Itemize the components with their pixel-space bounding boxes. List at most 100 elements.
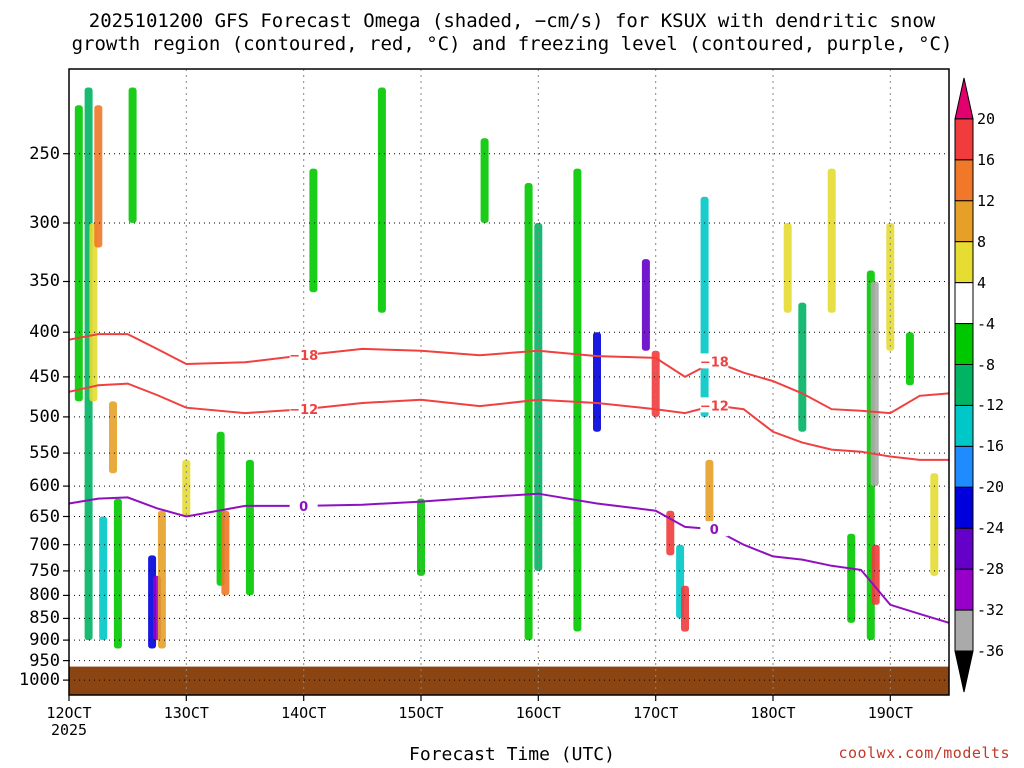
colorbar-segment <box>954 405 974 447</box>
omega-cell <box>524 183 533 641</box>
contour-label: 0 <box>710 523 719 538</box>
omega-cell <box>641 259 650 351</box>
omega-cell <box>827 168 836 313</box>
colorbar-segment <box>954 445 974 488</box>
omega-cell <box>870 281 879 487</box>
omega-cell <box>89 223 98 402</box>
y-tick-label: 600 <box>29 476 60 497</box>
omega-cell <box>99 516 108 641</box>
y-tick-label: 300 <box>29 212 60 233</box>
colorbar-segment <box>954 609 974 652</box>
y-tick-label: 350 <box>29 271 60 292</box>
contour-label-bg <box>700 353 729 369</box>
omega-cell <box>651 350 660 417</box>
x-tick-label: 17OCT <box>633 704 679 722</box>
colorbar-segment <box>954 364 974 406</box>
y-tick-label: 750 <box>29 560 60 581</box>
contour--18-line <box>68 333 950 415</box>
x-axis-label: Forecast Time (UTC) <box>409 744 615 765</box>
y-tick-label: 250 <box>29 143 60 164</box>
colorbar-segment <box>954 200 974 243</box>
colorbar-tick-label: 4 <box>977 273 987 292</box>
y-tick-label: 900 <box>29 630 60 651</box>
omega-cell <box>798 302 807 432</box>
omega-cell <box>309 168 318 293</box>
colorbar-tick-label: -8 <box>977 355 996 374</box>
omega-cell <box>221 510 230 596</box>
omega-cell <box>245 459 254 596</box>
omega-cell <box>377 87 386 313</box>
ground-fill <box>69 666 949 695</box>
contour-label: −18 <box>700 355 729 370</box>
omega-cell <box>700 196 709 417</box>
omega-cell <box>534 223 543 571</box>
contour-lines: −18 −18 −12 −12 0 0 <box>68 333 950 624</box>
omega-cell <box>681 585 689 632</box>
contour-label-bg <box>700 521 729 537</box>
y-tick-label: 700 <box>29 534 60 555</box>
omega-cell <box>480 138 489 223</box>
omega-cell <box>94 105 103 248</box>
colorbar-tick-label: -16 <box>977 437 1005 456</box>
contour-label: −18 <box>289 349 318 364</box>
omega-cell <box>128 87 137 223</box>
omega-cell <box>74 105 83 402</box>
x-tick-label: 14OCT <box>281 704 327 722</box>
colorbar-segment <box>954 568 974 611</box>
omega-shading <box>74 87 939 649</box>
y-tick-label: 450 <box>29 366 60 387</box>
colorbar-tick-label: -24 <box>977 519 1005 538</box>
omega-cell <box>705 459 714 523</box>
colorbar-segment <box>954 282 974 325</box>
colorbar-tick-label: -4 <box>977 314 996 333</box>
y-tick-label: 500 <box>29 406 60 427</box>
colorbar-segment <box>954 323 974 366</box>
ground-layer <box>69 666 949 695</box>
colorbar-segment <box>954 159 974 202</box>
credit-link[interactable]: coolwx.com/modelts <box>838 744 1010 762</box>
contour-label: −12 <box>289 403 318 418</box>
x-tick-label: 16OCT <box>515 704 561 722</box>
omega-cell <box>157 510 166 649</box>
omega-cell <box>930 473 939 576</box>
colorbar-tick-label: -28 <box>977 560 1005 579</box>
colorbar-tick-label: 12 <box>977 191 996 210</box>
colorbar-segment <box>954 241 974 284</box>
contour-0-line <box>68 492 950 624</box>
chart-title-line-1: 2025101200 GFS Forecast Omega (shaded, −… <box>88 10 936 32</box>
colorbar-tick-label: 20 <box>977 109 996 128</box>
contour-label: 0 <box>299 500 308 515</box>
colorbar-segment <box>954 486 974 529</box>
y-tick-label: 850 <box>29 608 60 629</box>
y-tick-label: 400 <box>29 322 60 343</box>
contour--12-line <box>68 382 949 461</box>
x-tick-label: 15OCT <box>398 704 444 722</box>
colorbar-top-arrow <box>954 77 974 120</box>
contour-label-bg <box>289 347 318 363</box>
omega-cell <box>871 544 880 605</box>
colorbar-tick-label: -20 <box>977 478 1005 497</box>
colorbar-tick-label: 8 <box>977 232 987 251</box>
plot-frame <box>68 68 950 696</box>
x-tick-label: 18OCT <box>750 704 796 722</box>
colorbar <box>954 77 974 693</box>
y-tick-label: 1000 <box>19 670 60 691</box>
omega-cell <box>109 401 117 474</box>
y-tick-label: 950 <box>29 650 60 671</box>
colorbar-tick-label: -32 <box>977 601 1005 620</box>
omega-cell <box>847 533 856 623</box>
x-tick-label: 12OCT <box>46 704 92 722</box>
contour-label-bg <box>289 401 318 417</box>
grid-lines <box>63 69 949 701</box>
omega-cell <box>113 498 122 649</box>
omega-cell <box>905 332 914 386</box>
colorbar-bottom-arrow <box>954 650 974 693</box>
y-tick-label: 650 <box>29 506 60 527</box>
contour-label-bg <box>289 497 318 513</box>
contour-label-bg <box>700 397 729 413</box>
x-tick-label: 19OCT <box>867 704 913 722</box>
omega-cell <box>666 510 675 556</box>
colorbar-tick-label: 16 <box>977 150 996 169</box>
colorbar-segment <box>954 527 974 570</box>
